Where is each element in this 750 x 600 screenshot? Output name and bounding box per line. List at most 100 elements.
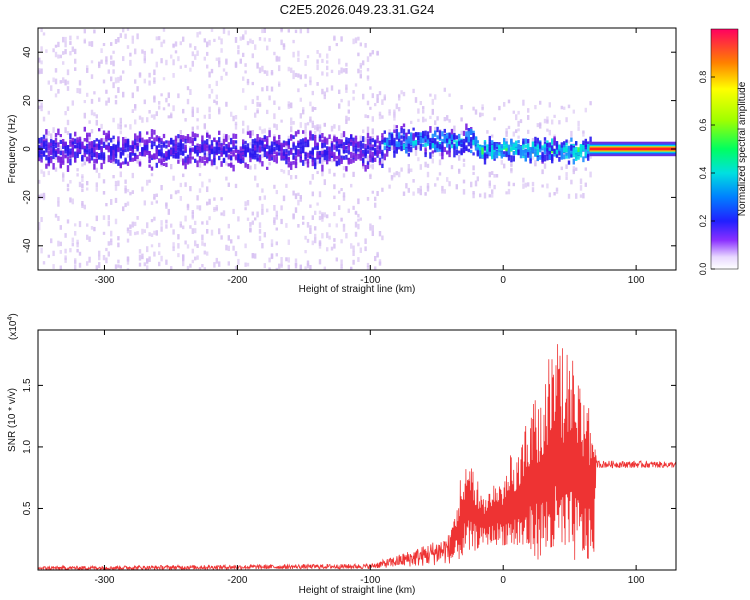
heatmap-cell [383, 146, 386, 151]
heatmap-cell [292, 161, 295, 165]
heatmap-cell [158, 261, 161, 267]
heatmap-cell [395, 103, 398, 110]
heatmap-cell [558, 150, 561, 156]
heatmap-cell [275, 267, 278, 270]
heatmap-cell [383, 141, 386, 145]
heatmap-cell [71, 148, 74, 155]
heatmap-cell [246, 81, 250, 86]
heatmap-cell [249, 222, 252, 227]
heatmap-cell [177, 134, 180, 139]
heatmap-cell [81, 176, 84, 183]
heatmap-cell [258, 235, 262, 242]
heatmap-cell [412, 140, 415, 145]
heatmap-cell [179, 139, 182, 147]
heatmap-cell [364, 143, 367, 151]
heatmap-cell [155, 162, 158, 168]
heatmap-cell [517, 128, 520, 132]
heatmap-cell [280, 169, 283, 173]
heatmap-cell [249, 130, 252, 135]
heatmap-cell [273, 155, 276, 163]
heatmap-cell [122, 28, 125, 33]
heatmap-cell [577, 147, 580, 152]
heatmap-cells [38, 28, 676, 270]
heatmap-cell [105, 247, 108, 252]
heatmap-cell [208, 144, 211, 151]
heatmap-cell [131, 190, 134, 194]
heatmap-cell [359, 145, 362, 151]
heatmap-cell [369, 164, 372, 168]
heatmap-cell [134, 152, 137, 159]
heatmap-cell [90, 151, 94, 158]
heatmap-cell [162, 163, 166, 167]
heatmap-cell [577, 151, 580, 156]
heatmap-cell [189, 43, 192, 48]
heatmap-cell [74, 58, 77, 64]
heatmap-cell [551, 145, 554, 152]
heatmap-cell [467, 131, 470, 138]
heatmap-cell [555, 148, 559, 153]
heatmap-cell [410, 132, 413, 136]
heatmap-cell [371, 225, 374, 231]
heatmap-cell [117, 37, 120, 43]
heatmap-cell [483, 192, 487, 199]
heatmap-cell [134, 221, 137, 227]
snr-scale-factor: (x104) [7, 313, 19, 340]
heatmap-cell [318, 191, 322, 198]
heatmap-cell [429, 93, 432, 97]
heatmap-cell [102, 152, 106, 159]
heatmap-cell [251, 99, 254, 104]
heatmap-cell [114, 264, 118, 269]
heatmap-cell [158, 251, 161, 256]
heatmap-cell [347, 109, 350, 114]
heatmap-cell [395, 148, 398, 154]
heatmap-cell [158, 138, 161, 142]
heatmap-cell [364, 114, 367, 118]
heatmap-cell [124, 148, 127, 153]
heatmap-cell [543, 154, 547, 162]
heatmap-cell [287, 157, 290, 163]
heatmap-cell [249, 155, 252, 163]
heatmap-cell [362, 136, 365, 143]
heatmap-cell [572, 166, 575, 172]
heatmap-cell [362, 60, 365, 66]
heatmap-cell [448, 139, 451, 145]
heatmap-cell [122, 206, 125, 212]
heatmap-cell [486, 130, 489, 134]
heatmap-cell [45, 147, 48, 153]
heatmap-cell [105, 137, 108, 142]
heatmap-cell [107, 251, 110, 257]
heatmap-cell [273, 184, 276, 189]
heatmap-cell [402, 135, 406, 142]
heatmap-cell [52, 152, 55, 160]
heatmap-cell [177, 234, 180, 240]
heatmap-cell [345, 166, 348, 172]
heatmap-cell [275, 146, 278, 151]
heatmap-cell [64, 79, 67, 86]
heatmap-cell [584, 141, 587, 148]
heatmap-cell [560, 148, 563, 155]
heatmap-cell [378, 157, 382, 163]
heatmap-cell [292, 39, 295, 44]
heatmap-cell [258, 196, 262, 201]
heatmap-cell [261, 147, 264, 152]
heatmap-cell [198, 188, 202, 193]
heatmap-cell [258, 37, 262, 41]
heatmap-cell [177, 142, 180, 148]
heatmap-cell [335, 257, 338, 262]
heatmap-cell [186, 136, 190, 141]
heatmap-cell [93, 226, 96, 232]
heatmap-cell [362, 149, 365, 156]
heatmap-cell [364, 43, 367, 48]
heatmap-cell [239, 158, 242, 164]
heatmap-cell [95, 265, 98, 270]
heatmap-cell [374, 139, 377, 146]
heatmap-cell [138, 159, 142, 164]
heatmap-cell [170, 223, 173, 228]
heatmap-cell [208, 94, 211, 99]
heatmap-cell [86, 92, 89, 97]
heatmap-cell [434, 120, 437, 126]
heatmap-cell [369, 227, 372, 231]
heatmap-cell [102, 231, 106, 235]
heatmap-cell [64, 111, 67, 116]
heatmap-cell [129, 52, 132, 57]
